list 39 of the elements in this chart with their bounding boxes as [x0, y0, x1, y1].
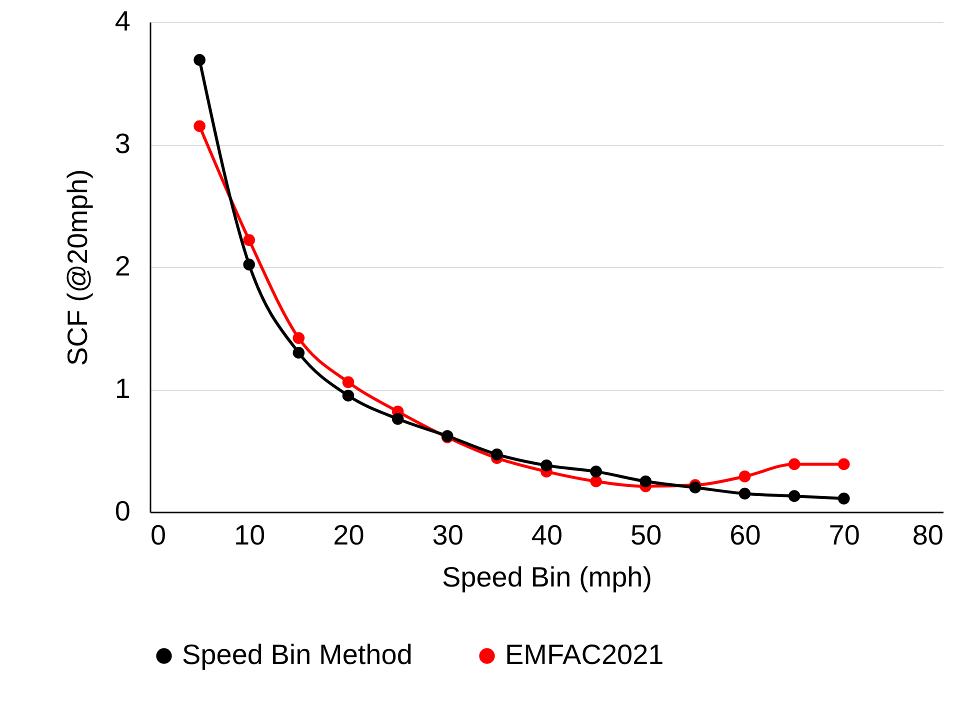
- point: [392, 412, 404, 425]
- y-tick-label: 3: [114, 128, 130, 159]
- y-tick-label: 0: [114, 496, 130, 526]
- point: [590, 475, 602, 488]
- x-tick-label: 60: [730, 520, 761, 550]
- point: [788, 458, 800, 470]
- x-tick-label: 30: [432, 520, 464, 550]
- x-tick-label: 40: [531, 520, 563, 550]
- x-tick-label: 20: [333, 520, 364, 550]
- point: [788, 490, 800, 502]
- point: [194, 120, 206, 132]
- point: [243, 234, 256, 246]
- legend-label: EMFAC2021: [505, 639, 664, 670]
- point: [838, 458, 850, 470]
- point: [292, 332, 305, 344]
- x-tick-label: 0: [150, 520, 166, 550]
- x-tick-label: 80: [912, 520, 944, 550]
- point: [738, 488, 751, 500]
- point: [640, 475, 652, 488]
- y-tick-label: 2: [114, 250, 130, 282]
- point: [689, 482, 702, 494]
- point: [738, 470, 751, 482]
- point: [590, 466, 602, 478]
- y-axis-title: SCF (@20mph): [62, 169, 93, 366]
- point: [491, 448, 503, 460]
- x-tick-label: 70: [828, 520, 860, 550]
- point: [194, 54, 206, 66]
- y-tick-label: 1: [114, 373, 130, 404]
- point: [243, 258, 256, 270]
- point: [540, 460, 552, 472]
- point: [342, 376, 354, 388]
- point: [838, 492, 850, 504]
- x-tick-label: 50: [630, 520, 662, 550]
- x-tick-label: 10: [234, 520, 266, 550]
- point: [342, 390, 354, 402]
- x-axis-title: Speed Bin (mph): [442, 562, 652, 592]
- legend-label: Speed Bin Method: [182, 639, 412, 670]
- y-tick-label: 4: [114, 6, 130, 36]
- point: [292, 346, 305, 359]
